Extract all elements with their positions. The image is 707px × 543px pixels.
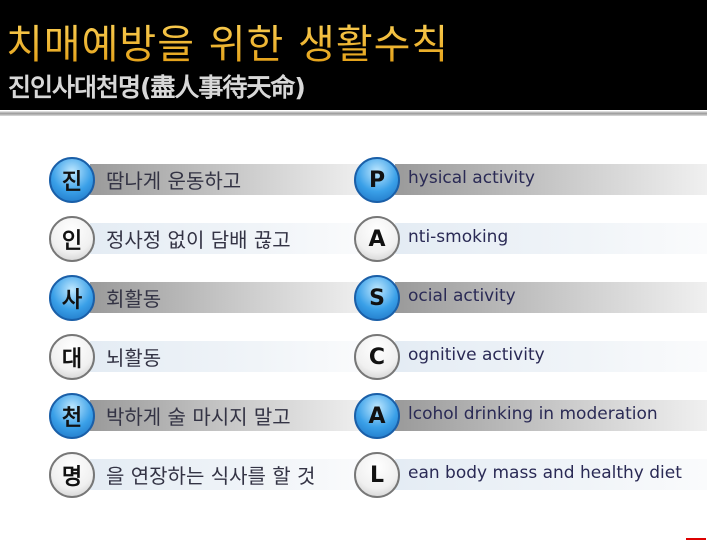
en-letter-badge: L [354,452,400,498]
kr-letter-badge: 사 [49,275,95,321]
right-bar [395,459,707,490]
en-letter: L [369,462,385,488]
en-text: ocial activity [408,286,516,306]
left-bar [90,459,365,490]
kr-letter: 명 [61,465,83,490]
kr-text: 박하게 술 마시지 말고 [106,405,291,429]
kr-letter-badge: 천 [49,393,95,439]
header-divider [0,111,707,116]
en-text: ognitive activity [408,345,545,365]
en-text: lcohol drinking in moderation [408,404,658,424]
en-letter: A [368,226,386,252]
left-bar [90,164,365,195]
list-item: 사 회활동 S ocial activity [0,275,707,321]
kr-text: 회활동 [106,287,162,311]
slide-title: 치매예방을 위한 생활수칙 [6,12,449,70]
en-letter-badge: P [354,157,400,203]
en-text: nti-smoking [408,227,509,247]
en-letter-badge: A [354,393,400,439]
kr-letter-badge: 인 [49,216,95,262]
en-letter-badge: S [354,275,400,321]
kr-letter-badge: 진 [49,157,95,203]
kr-letter-badge: 대 [49,334,95,380]
right-bar [395,341,707,372]
kr-text: 정사정 없이 담배 끊고 [106,228,291,252]
left-bar [90,223,365,254]
right-bar [395,164,707,195]
kr-letter: 사 [61,288,83,313]
kr-text: 뇌활동 [106,346,162,370]
en-text: hysical activity [408,168,535,188]
right-bar [395,400,707,431]
kr-letter-badge: 명 [49,452,95,498]
list-item: 대 뇌활동 C ognitive activity [0,334,707,380]
en-letter: A [368,403,386,429]
corner-mark [686,538,706,540]
right-bar [395,282,707,313]
kr-letter: 진 [61,170,83,195]
right-bar [395,223,707,254]
list-item: 천 박하게 술 마시지 말고 A lcohol drinking in mode… [0,393,707,439]
en-text: ean body mass and healthy diet [408,463,682,483]
kr-letter: 천 [61,406,83,431]
kr-letter: 대 [61,347,83,372]
slide-header: 치매예방을 위한 생활수칙 진인사대천명(盡人事待天命) [0,0,707,110]
kr-text: 을 연장하는 식사를 할 것 [106,464,316,488]
list-item: 명 을 연장하는 식사를 할 것 L ean body mass and hea… [0,452,707,498]
en-letter-badge: A [354,216,400,262]
en-letter: C [368,344,386,370]
left-bar [90,400,365,431]
list-item: 진 땀나게 운동하고 P hysical activity [0,157,707,203]
en-letter-badge: C [354,334,400,380]
en-letter: S [369,285,385,311]
kr-letter: 인 [61,229,83,254]
en-letter: P [368,167,386,193]
left-bar [90,282,365,313]
list-item: 인 정사정 없이 담배 끊고 A nti-smoking [0,216,707,262]
kr-text: 땀나게 운동하고 [106,169,242,193]
left-bar [90,341,365,372]
slide-subtitle: 진인사대천명(盡人事待天命) [8,73,306,102]
